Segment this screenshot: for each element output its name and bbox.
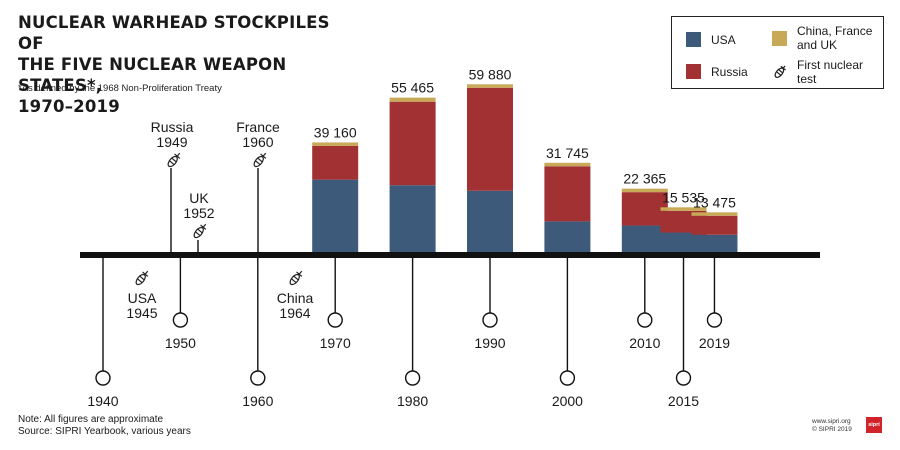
- year-label: 1940: [87, 393, 118, 409]
- bar-segment-others: [312, 142, 359, 146]
- chart-title: NUCLEAR WARHEAD STOCKPILES OF THE FIVE N…: [18, 12, 348, 117]
- year-tick-marker: [637, 312, 653, 328]
- year-label: 1950: [165, 335, 196, 351]
- bomb-icon: [167, 152, 181, 168]
- source-text: Source: SIPRI Yearbook, various years: [18, 426, 191, 437]
- year-tick-marker: [482, 312, 498, 328]
- year-tick-marker: [559, 370, 576, 386]
- legend: USA Russia China, France and UK First nu…: [671, 16, 884, 89]
- bar-segment-usa: [544, 221, 591, 252]
- first-test-country: Russia: [151, 119, 194, 135]
- first-test-country: China: [277, 290, 314, 306]
- bomb-icon: [193, 223, 207, 239]
- bomb-icon: [135, 270, 149, 286]
- footnote: Note: All figures are approximate Source…: [18, 414, 191, 438]
- legend-item-china-france-uk: China, France and UK: [772, 24, 872, 52]
- bomb-icon: [253, 152, 267, 168]
- year-tick-marker: [327, 312, 343, 328]
- credit-copyright: © SIPRI 2019: [812, 426, 852, 433]
- bar-total-label: 13 475: [693, 194, 736, 210]
- bar-segment-others: [691, 212, 738, 216]
- legend-label-first-test: First nuclear test: [797, 58, 864, 86]
- year-label: 1960: [242, 393, 273, 409]
- first-test-year: 1960: [242, 134, 273, 150]
- sipri-logo: sipri: [866, 417, 882, 433]
- year-tick-marker: [250, 370, 266, 386]
- year-label: 2019: [699, 335, 730, 351]
- legend-item-russia: Russia: [686, 64, 748, 79]
- bar-segment-usa: [467, 190, 513, 252]
- year-label: 2015: [668, 393, 699, 409]
- legend-swatch-others: [772, 30, 787, 46]
- bar-segment-others: [467, 84, 513, 88]
- note-text: Note: All figures are approximate: [18, 414, 164, 425]
- year-tick-marker: [404, 370, 421, 386]
- first-test-year: 1949: [156, 134, 187, 150]
- legend-label-usa: USA: [711, 32, 736, 47]
- bar-segment-usa: [312, 179, 359, 252]
- bar-segment-usa: [389, 185, 436, 252]
- title-line: NUCLEAR WARHEAD STOCKPILES OF: [18, 13, 330, 53]
- bar-segment-russia: [467, 87, 513, 191]
- year-tick-marker: [172, 312, 189, 328]
- bar-segment-usa: [621, 225, 668, 252]
- legend-label-others: China, France and UK: [797, 24, 873, 52]
- first-test-year: 1945: [126, 305, 157, 321]
- bar-total-label: 55 465: [391, 80, 434, 96]
- legend-item-usa: USA: [686, 32, 736, 47]
- bar-segment-others: [389, 97, 436, 102]
- legend-swatch-usa: [686, 32, 701, 47]
- first-test-year: 1952: [183, 205, 214, 221]
- bar-total-label: 39 160: [314, 124, 357, 140]
- bar-segment-others: [660, 207, 707, 211]
- bar-segment-russia: [389, 101, 436, 186]
- year-label: 1970: [320, 335, 351, 351]
- first-test-country: UK: [189, 190, 209, 206]
- year-label: 1990: [474, 335, 505, 351]
- first-test-country: USA: [128, 290, 157, 306]
- bar-segment-russia: [312, 145, 359, 180]
- first-test-year: 1964: [279, 305, 310, 321]
- legend-item-first-test: First nuclear test: [772, 58, 863, 86]
- bar-segment-others: [544, 162, 591, 167]
- bomb-icon: [774, 65, 786, 78]
- year-label: 1980: [397, 393, 428, 409]
- bar-total-label: 15 535: [662, 189, 705, 205]
- year-label: 2010: [629, 335, 660, 351]
- year-tick-marker: [675, 370, 692, 386]
- year-tick-marker: [706, 312, 723, 328]
- bomb-icon: [289, 270, 303, 286]
- bar-total-label: 22 365: [623, 171, 666, 187]
- title-line: THE FIVE NUCLEAR WEAPON STATES*,: [18, 55, 287, 95]
- bar-segment-usa: [691, 234, 738, 252]
- bar-total-label: 31 745: [546, 145, 589, 161]
- bar-segment-others: [621, 188, 668, 193]
- year-tick-marker: [95, 370, 111, 386]
- chart-subtitle: *As defined by the 1968 Non-Proliferatio…: [18, 83, 222, 94]
- legend-label-russia: Russia: [711, 64, 748, 79]
- bar-segment-russia: [621, 192, 668, 226]
- credit: www.sipri.org © SIPRI 2019: [812, 418, 852, 434]
- bar-total-label: 59 880: [469, 66, 512, 82]
- title-line: 1970–2019: [18, 97, 120, 116]
- legend-swatch-russia: [686, 64, 701, 79]
- first-test-country: France: [236, 119, 280, 135]
- bar-segment-russia: [544, 166, 591, 222]
- credit-url: www.sipri.org: [812, 418, 851, 425]
- year-label: 2000: [552, 393, 583, 409]
- bar-segment-russia: [691, 215, 738, 235]
